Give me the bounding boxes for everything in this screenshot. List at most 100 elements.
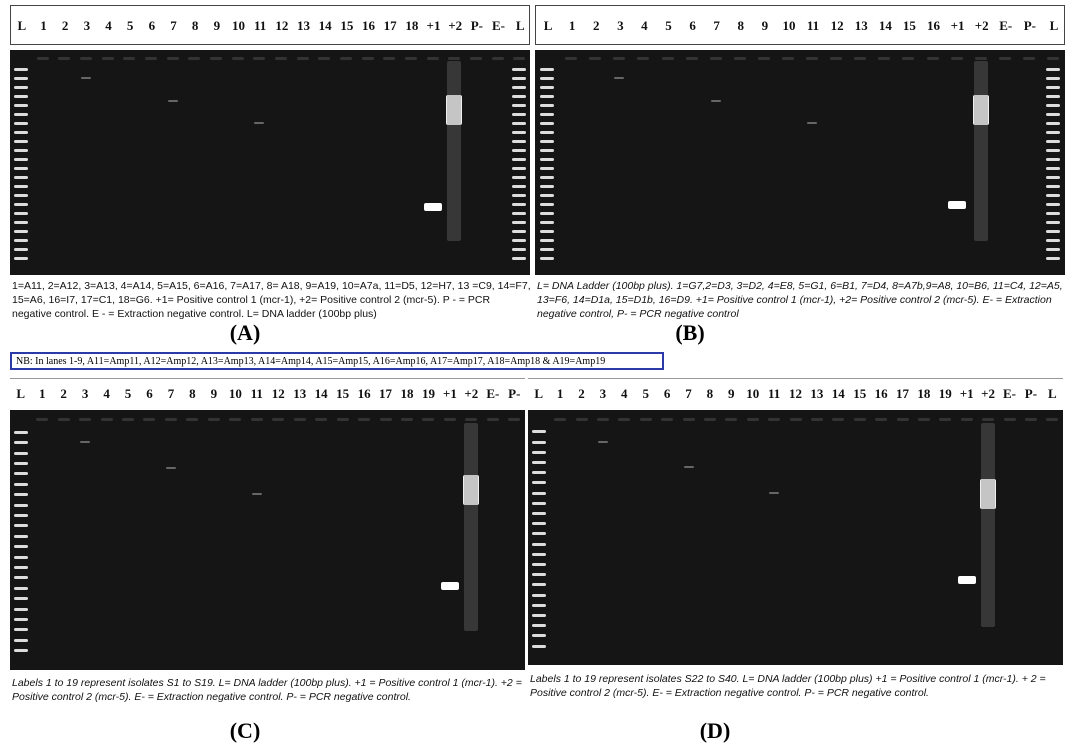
band [512,158,527,161]
band [512,104,527,107]
lane-label: 14 [314,386,328,401]
band [486,417,499,421]
band [575,417,588,421]
band [531,542,546,546]
band [639,417,652,421]
lane-label: 9 [210,386,218,401]
band [1045,131,1060,134]
band [13,122,28,125]
band [1045,185,1060,188]
band [1045,248,1060,251]
lane-label: 6 [146,386,153,401]
note: NB: In lanes 1-9, A11=Amp11, A12=Amp12, … [10,352,664,370]
band [982,417,995,421]
band [13,149,28,152]
band [854,56,867,60]
lane-label: +1 [442,386,457,401]
lane-label: L [1047,386,1057,401]
band [13,176,28,179]
band [426,56,439,60]
band [618,417,631,421]
lane-label: 12 [271,386,285,401]
band [972,95,989,125]
band [272,417,285,421]
lane-label: 5 [665,18,672,33]
band [512,212,527,215]
band [423,203,442,211]
lane-label: 8 [189,386,196,401]
band [101,56,114,60]
lane-label: +2 [981,386,996,401]
lane-label: 17 [383,18,397,33]
lane-label: L [534,386,544,401]
band [13,113,28,116]
band [13,131,28,134]
lane-label: 8 [191,18,199,33]
band [540,149,555,152]
gel-image [10,410,525,670]
gel-image [528,410,1063,665]
lane-label: 2 [592,18,600,33]
panel-label: (D) [699,718,731,743]
band [540,122,555,125]
band [207,417,220,421]
band [1045,68,1060,71]
band [597,440,608,443]
band [13,212,28,215]
band [13,257,28,260]
band [447,61,462,242]
band [188,56,201,60]
band [531,522,546,526]
band [512,239,527,242]
band [13,472,28,476]
band [512,176,527,179]
lane-header: L 1 2 3 4 5 6 7 8 9 10 11 12 13 14 15 16 17 18 19 +1 +2 E- P- [10,378,525,408]
lane-label: 9 [728,386,735,401]
lane-label: 16 [927,18,940,33]
band [512,86,527,89]
lane-label: E- [1003,386,1016,401]
band [1045,167,1060,170]
band [540,248,555,251]
lane-label: P- [470,18,483,33]
band [531,593,546,597]
band [13,462,28,465]
band [512,257,527,260]
lane-label: 7 [685,386,692,401]
band [186,417,199,421]
band [540,212,555,215]
lane-label: 15 [902,18,916,33]
band [917,417,930,421]
panel-label: (A) [229,320,261,345]
band [974,56,987,60]
band [13,638,28,642]
lane-label: P- [1024,386,1038,401]
band [512,95,527,98]
band [703,417,716,421]
band [13,248,28,251]
band [13,441,28,445]
band [512,68,527,71]
band [164,417,177,421]
lane-label: 15 [336,386,350,401]
band [400,417,413,421]
lane-label: 4 [621,386,628,401]
band [404,56,417,60]
lane-label: 3 [599,386,607,401]
band [274,56,287,60]
band [446,95,463,125]
band [596,417,609,421]
lane-label: E- [999,18,1013,33]
band [540,113,555,116]
band [661,417,674,421]
band [361,56,374,60]
band [464,423,479,631]
band [683,466,694,469]
lane-label: L [1049,18,1059,33]
lane-label: 5 [642,386,649,401]
band [512,185,527,188]
band [746,417,759,421]
lane-label: 6 [689,18,696,33]
band [661,56,674,60]
panel-label: (C) [229,718,261,743]
